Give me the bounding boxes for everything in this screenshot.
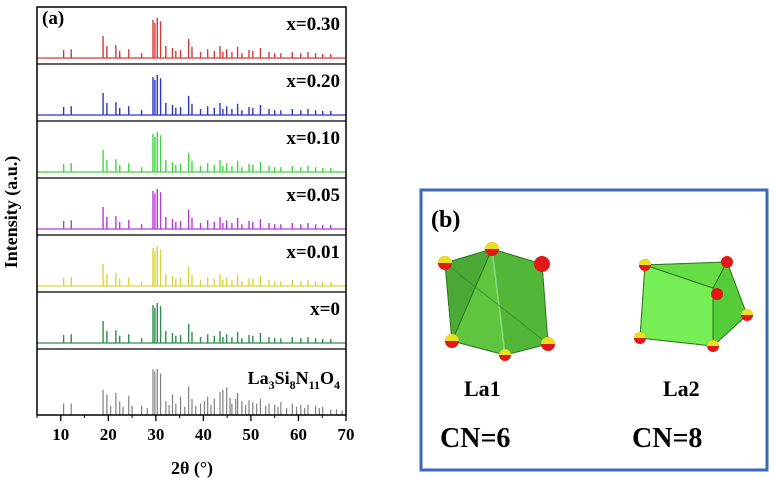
series-x=0.30	[37, 18, 346, 59]
nitrogen-half	[639, 259, 651, 265]
x-tick-label: 70	[338, 425, 355, 444]
formula-n: N	[296, 368, 309, 388]
la1-atom	[541, 337, 555, 351]
x-tick-label: 10	[52, 425, 69, 444]
series-labels: x=0.30 x=0.20 x=0.10 x=0.05 x=0.01 x=0	[286, 14, 340, 320]
la1-atom	[438, 256, 452, 270]
la2-cn-label: CN=8	[632, 423, 702, 454]
la2-atom	[741, 309, 753, 321]
formula-o-sub: 4	[334, 378, 340, 392]
nitrogen-half	[741, 309, 753, 315]
la1-atom	[534, 256, 550, 272]
x-tick-label: 30	[147, 425, 164, 444]
polyhedra-panel: (b) La1	[419, 188, 769, 472]
x-axis-label: 2θ (°)	[171, 458, 213, 478]
series-label: x=0	[310, 299, 340, 320]
formula-si: Si	[275, 368, 290, 388]
nitrogen-half	[499, 349, 511, 355]
nitrogen-half	[707, 340, 719, 346]
la1-edge	[444, 262, 549, 345]
formula-n-sub: 11	[309, 378, 320, 392]
oxygen-atom	[721, 256, 733, 268]
series-x=0	[37, 303, 346, 344]
nitrogen-half	[541, 337, 555, 344]
la1-polyhedron	[438, 242, 555, 361]
la2-polyhedron	[634, 256, 753, 352]
x-tick-label: 40	[195, 425, 212, 444]
nitrogen-half	[438, 256, 452, 263]
panel-a-label: (a)	[42, 8, 64, 29]
la1-atom	[499, 349, 511, 361]
la2-atom	[711, 288, 723, 300]
la2-atom	[721, 256, 733, 268]
plot-rows	[37, 63, 346, 350]
oxygen-atom	[711, 288, 723, 300]
nitrogen-half	[485, 242, 499, 249]
x-axis: 10 20 30 40 50 60 70	[36, 415, 355, 444]
la2-atom	[634, 332, 646, 344]
la1-label: La1	[464, 376, 501, 401]
la1-cn-label: CN=6	[440, 423, 510, 454]
reference-label: La3Si8N11O4	[248, 368, 340, 392]
la2-atom	[707, 340, 719, 352]
formula-la: La	[248, 368, 269, 388]
series-label: x=0.10	[286, 128, 340, 149]
plot-series	[37, 18, 346, 344]
series-x=0.20	[37, 75, 346, 116]
oxygen-atom	[534, 256, 550, 272]
x-tick-label: 50	[242, 425, 259, 444]
la1-edge	[491, 248, 506, 356]
x-tick-label: 60	[290, 425, 307, 444]
x-tick-label: 20	[100, 425, 117, 444]
series-label: x=0.20	[286, 71, 340, 92]
plot-frame	[36, 6, 347, 416]
series-label: x=0.30	[286, 14, 340, 35]
series-x=0.10	[37, 132, 346, 173]
xrd-chart: 10 20 30 40 50 60 70 (a) Intensity (a.u.) 2θ (…	[1, 6, 355, 478]
series-x=0.05	[37, 189, 346, 230]
series-label: x=0.05	[286, 185, 340, 206]
la2-label: La2	[663, 376, 700, 401]
formula-la-sub: 3	[269, 378, 275, 392]
nitrogen-half	[634, 332, 646, 338]
formula-si-sub: 8	[290, 378, 296, 392]
la1-atom	[445, 334, 459, 348]
panel-b-frame	[419, 188, 769, 472]
panel-b-label: (b)	[431, 207, 460, 233]
reference-pattern	[63, 369, 343, 415]
series-label: x=0.01	[286, 242, 340, 263]
la1-atom	[485, 242, 499, 256]
series-x=0.01	[37, 246, 346, 287]
nitrogen-half	[445, 334, 459, 341]
la2-atom	[639, 259, 651, 271]
formula-o: O	[320, 368, 334, 388]
y-axis-label: Intensity (a.u.)	[1, 156, 22, 269]
